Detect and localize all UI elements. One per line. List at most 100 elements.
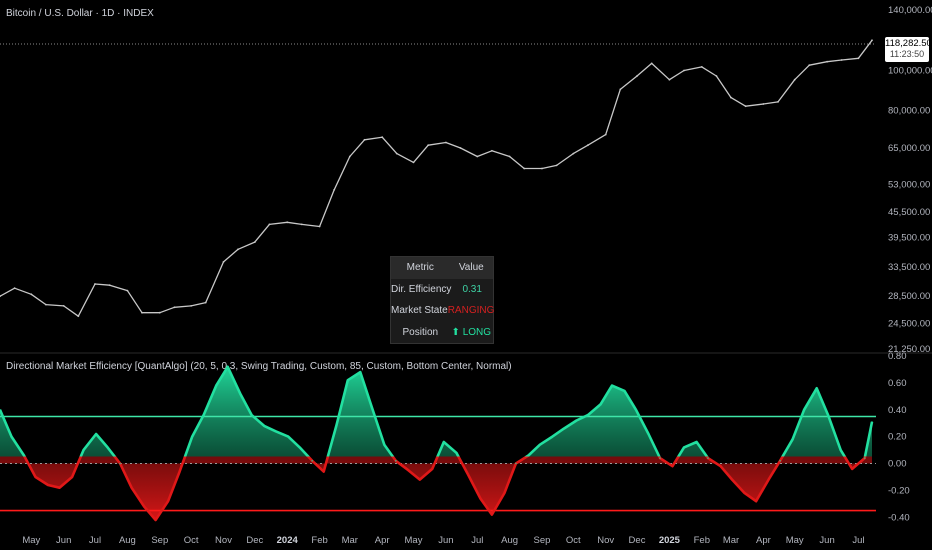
indicator-tick-label: 0.40 [888,405,907,416]
price-point [127,290,129,292]
price-point [159,312,161,314]
efficiency-point [179,471,181,473]
time-tick-label: May [22,535,40,546]
efficiency-point [408,469,410,471]
price-point [619,89,621,91]
price-point [254,241,256,243]
efficiency-point [167,500,169,502]
metric-label: Dir. Efficiency [391,284,451,295]
efficiency-line-bear [0,367,872,520]
efficiency-point [659,457,661,459]
price-point [30,293,32,295]
price-point [141,312,143,314]
time-tick-label: Nov [215,535,232,546]
time-tick-label: Jul [471,535,483,546]
efficiency-point [384,444,386,446]
efficiency-point [803,409,805,411]
efficiency-point [744,492,746,494]
indicator-title: Directional Market Efficiency [QuantAlgo… [6,361,512,372]
time-tick-label: Jun [819,535,834,546]
efficiency-point [864,457,866,459]
price-point [460,147,462,149]
dashboard-header-metric: Metric [391,262,450,273]
price-point [45,304,47,306]
time-tick-label: Mar [723,535,739,546]
efficiency-point [792,439,794,441]
price-point [237,248,239,250]
efficiency-point [456,452,458,454]
time-tick-label: Sep [534,535,551,546]
efficiency-point [131,487,133,489]
price-point [63,305,65,307]
price-point [491,150,493,152]
time-tick-label: Oct [184,535,199,546]
time-tick-label: 2025 [659,535,681,546]
efficiency-point [203,414,205,416]
price-point [427,144,429,146]
price-tick-label: 53,000.00 [888,180,930,191]
time-axis: May Jun Jul Aug Sep Oct Nov Dec 2024 Feb Mar Apr May… [22,535,864,546]
price-point [476,156,478,158]
efficiency-point [840,449,842,451]
price-tick-label: 65,000.00 [888,143,930,154]
price-tick-label: 28,500.00 [888,291,930,302]
efficiency-point [707,457,709,459]
price-point [841,59,843,61]
efficiency-point [443,441,445,443]
price-point [541,168,543,170]
time-tick-label: Jul [852,535,864,546]
price-point [381,136,383,138]
position-value: ⬆ LONG [450,327,493,338]
price-point [523,168,525,170]
efficiency-point [191,436,193,438]
price-point [174,306,176,308]
time-tick-label: Feb [311,535,327,546]
efficiency-point [299,447,301,449]
price-point [745,105,747,107]
time-tick-label: Jun [438,535,453,546]
efficiency-point [311,460,313,462]
price-point [364,139,366,141]
indicator-axis: 0.80 0.60 0.40 0.20 0.00 -0.20 -0.40 [888,351,910,523]
time-tick-label: Apr [756,535,771,546]
dashboard-header-row: Metric Value [391,257,493,279]
price-point [871,39,873,41]
efficiency-point [696,441,698,443]
time-tick-label: Dec [246,535,263,546]
price-point [319,226,321,228]
efficiency-point [323,471,325,473]
indicator-tick-label: 0.80 [888,351,907,362]
time-tick-label: Apr [375,535,390,546]
efficiency-point [71,476,73,478]
efficiency-point [552,436,554,438]
price-point [413,162,415,164]
time-tick-label: Nov [597,535,614,546]
efficiency-point [611,385,613,387]
efficiency-line-bull [0,367,872,520]
price-point [636,75,638,77]
efficiency-point [851,468,853,470]
efficiency-point [143,506,145,508]
efficiency-point [83,449,85,451]
price-tick-label: 39,500.00 [888,233,930,244]
efficiency-point [576,420,578,422]
price-point [716,75,718,77]
efficiency-point [47,484,49,486]
efficiency-point [360,371,362,373]
price-point [109,284,111,286]
efficiency-point [827,414,829,416]
efficiency-point [59,487,61,489]
bar-countdown: 11:23:50 [885,49,929,60]
price-tick-label: 33,500.00 [888,262,930,273]
last-price-tag: 118,282.50 11:23:50 [885,37,929,62]
price-point [349,156,351,158]
efficiency-point [768,479,770,481]
time-tick-label: May [786,535,804,546]
last-price-value: 118,282.50 [885,38,929,49]
price-tick-label: 100,000.00 [888,66,932,77]
time-tick-label: Dec [629,535,646,546]
efficiency-point [23,455,25,457]
price-point [587,144,589,146]
efficiency-point [755,500,757,502]
efficiency-point [155,519,157,521]
